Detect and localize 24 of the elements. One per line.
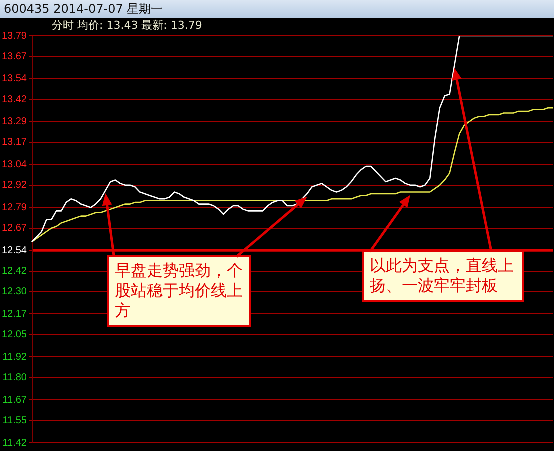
y-tick-label: 13.42 <box>2 94 28 106</box>
y-tick-label: 12.92 <box>2 180 28 192</box>
annotation: 以此为支点，直线上扬、一波牢牢封板 <box>362 250 524 302</box>
y-tick-label: 12.54 <box>2 245 28 256</box>
y-tick-label: 12.17 <box>2 308 28 320</box>
y-tick-label: 12.79 <box>2 202 28 214</box>
y-tick-label: 11.80 <box>2 372 28 384</box>
y-tick-label: 11.67 <box>2 394 28 406</box>
chart-title: 600435 2014-07-07 星期一 <box>0 0 554 18</box>
y-tick-label: 11.92 <box>2 352 28 363</box>
y-tick-label: 12.67 <box>2 223 28 234</box>
y-tick-label: 12.42 <box>2 266 28 278</box>
y-tick-label: 13.17 <box>2 137 28 148</box>
annotation: 早盘走势强劲，个股站稳于均价线上方 <box>107 255 251 327</box>
y-tick-label: 11.55 <box>2 415 28 426</box>
y-tick-label: 13.04 <box>2 160 28 171</box>
y-tick-label: 13.29 <box>2 116 28 128</box>
y-tick-label: 11.42 <box>2 438 28 449</box>
y-tick-label: 12.05 <box>2 330 28 341</box>
chart-subtitle: 分时 均价: 13.43 最新: 13.79 <box>52 19 202 33</box>
y-tick-label: 13.67 <box>2 51 28 62</box>
y-tick-label: 13.79 <box>2 30 28 42</box>
y-tick-label: 13.54 <box>2 74 28 85</box>
y-tick-label: 12.30 <box>2 286 28 298</box>
